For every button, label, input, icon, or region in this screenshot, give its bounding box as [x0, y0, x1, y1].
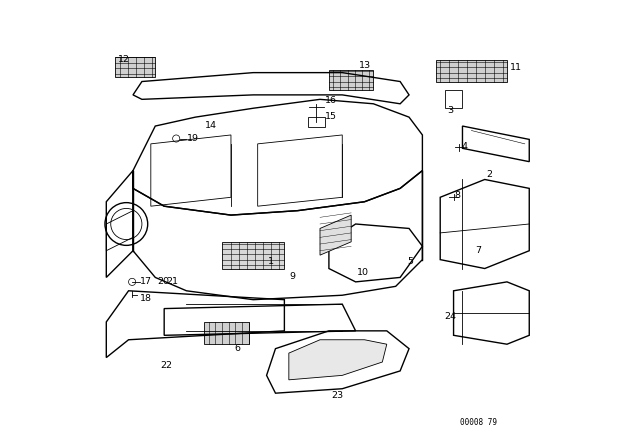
Polygon shape: [436, 60, 507, 82]
Text: 6: 6: [235, 344, 241, 353]
Text: 24: 24: [444, 312, 456, 321]
Text: 17: 17: [140, 277, 152, 286]
Text: 13: 13: [358, 61, 371, 70]
Text: 11: 11: [510, 63, 522, 72]
Text: 20: 20: [157, 277, 170, 286]
Text: 9: 9: [289, 272, 295, 281]
Text: 16: 16: [325, 96, 337, 105]
Text: 18: 18: [140, 294, 152, 303]
Text: 19: 19: [187, 134, 199, 142]
Polygon shape: [222, 242, 284, 268]
Text: 21: 21: [166, 277, 178, 286]
Text: 4: 4: [461, 142, 468, 151]
Text: 22: 22: [161, 361, 172, 370]
Text: 8: 8: [454, 190, 460, 199]
Text: 14: 14: [205, 121, 217, 129]
Polygon shape: [204, 322, 249, 344]
Text: 2: 2: [486, 170, 492, 179]
Text: 10: 10: [357, 267, 369, 276]
Text: 15: 15: [325, 112, 337, 121]
Polygon shape: [329, 70, 373, 90]
Text: 3: 3: [447, 106, 454, 115]
Text: 1: 1: [268, 257, 274, 267]
Text: 7: 7: [475, 246, 481, 255]
Polygon shape: [115, 57, 156, 77]
Bar: [308, 117, 325, 127]
Text: 12: 12: [118, 55, 130, 64]
Text: 00008 79: 00008 79: [460, 418, 497, 426]
Text: 5: 5: [407, 257, 413, 266]
Polygon shape: [289, 340, 387, 380]
Text: 23: 23: [332, 391, 344, 400]
Polygon shape: [320, 215, 351, 255]
